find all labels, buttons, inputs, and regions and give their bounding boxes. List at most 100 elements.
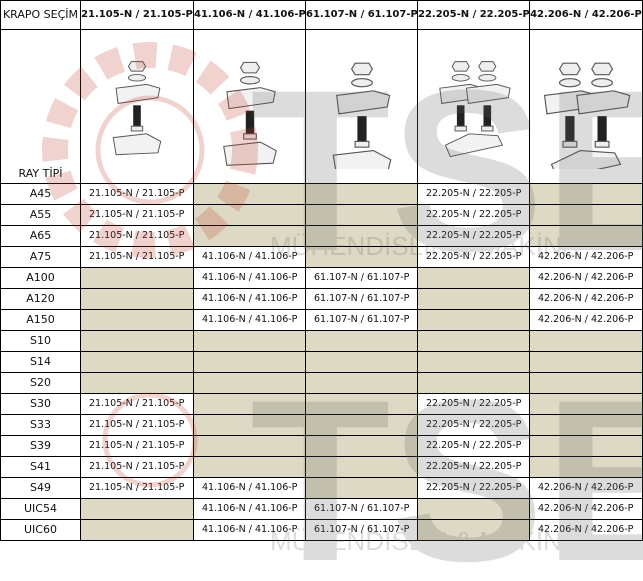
clamp-code-cell: 21.105-N / 21.105-P	[80, 183, 194, 205]
rail-type-cell: A55	[0, 204, 81, 226]
empty-cell	[529, 372, 643, 394]
table-row: S33 21.105-N / 21.105-P 22.205-N / 22.205-…	[0, 414, 643, 436]
table-row: S41 21.105-N / 21.105-P 22.205-N / 22.205-…	[0, 456, 643, 478]
table-row: A45 21.105-N / 21.105-P 22.205-N / 22.205-…	[0, 183, 643, 205]
clamp-code-cell: 22.205-N / 22.205-P	[417, 414, 530, 436]
empty-cell	[305, 414, 418, 436]
column-header: 42.206-N / 42.206-P	[529, 0, 643, 30]
empty-cell	[417, 267, 530, 289]
rail-type-cell: A65	[0, 225, 81, 247]
clamp-code-cell: 22.205-N / 22.205-P	[417, 393, 530, 415]
rail-type-cell: UIC60	[0, 519, 81, 541]
empty-cell	[417, 498, 530, 520]
empty-cell	[193, 393, 306, 415]
empty-cell	[305, 456, 418, 478]
column-header: 41.106-N / 41.106-P	[193, 0, 306, 30]
empty-cell	[305, 225, 418, 247]
table-row: S49 21.105-N / 21.105-P 41.106-N / 41.106-…	[0, 477, 643, 499]
rail-type-cell: S41	[0, 456, 81, 478]
header-row: KRAPO SEÇİM 21.105-N / 21.105-P 41.106-N…	[0, 0, 643, 30]
empty-cell	[193, 351, 306, 373]
table-row: S30 21.105-N / 21.105-P 22.205-N / 22.205-…	[0, 393, 643, 415]
table-row: A150 41.106-N / 41.106-P 61.107-N / 61.107…	[0, 309, 643, 331]
empty-cell	[305, 246, 418, 268]
clamp-image-3	[305, 29, 418, 184]
rail-type-header: RAY TİPİ	[0, 29, 81, 184]
empty-cell	[305, 435, 418, 457]
table-row: S14	[0, 351, 643, 373]
clamp-code-cell: 41.106-N / 41.106-P	[193, 288, 306, 310]
clamp-illustration	[112, 61, 162, 156]
rail-type-cell: S30	[0, 393, 81, 415]
clamp-code-cell: 22.205-N / 22.205-P	[417, 477, 530, 499]
table-row: S20	[0, 372, 643, 394]
empty-cell	[80, 498, 194, 520]
rail-type-cell: A100	[0, 267, 81, 289]
clamp-image-1	[80, 29, 194, 184]
clamp-code-cell: 42.206-N / 42.206-P	[529, 288, 643, 310]
rail-type-cell: A75	[0, 246, 81, 268]
empty-cell	[80, 519, 194, 541]
empty-cell	[417, 309, 530, 331]
rail-type-cell: S20	[0, 372, 81, 394]
empty-cell	[305, 351, 418, 373]
clamp-code-cell: 42.206-N / 42.206-P	[529, 519, 643, 541]
table-row: UIC54 41.106-N / 41.106-P 61.107-N / 61.10…	[0, 498, 643, 520]
empty-cell	[193, 435, 306, 457]
empty-cell	[417, 288, 530, 310]
clamp-illustration	[438, 61, 511, 158]
empty-cell	[80, 372, 194, 394]
table-row: S39 21.105-N / 21.105-P 22.205-N / 22.205-…	[0, 435, 643, 457]
clamp-image-4	[417, 29, 530, 184]
empty-cell	[80, 267, 194, 289]
rail-type-cell: S49	[0, 477, 81, 499]
clamp-illustration	[332, 62, 391, 169]
clamp-illustration	[222, 61, 277, 166]
clamp-code-cell: 41.106-N / 41.106-P	[193, 267, 306, 289]
rail-type-cell: S10	[0, 330, 81, 352]
empty-cell	[305, 477, 418, 499]
empty-cell	[193, 330, 306, 352]
clamp-code-cell: 21.105-N / 21.105-P	[80, 477, 194, 499]
clamp-code-cell: 22.205-N / 22.205-P	[417, 204, 530, 226]
clamp-code-cell: 61.107-N / 61.107-P	[305, 288, 418, 310]
clamp-code-cell: 21.105-N / 21.105-P	[80, 204, 194, 226]
clamp-code-cell: 61.107-N / 61.107-P	[305, 309, 418, 331]
empty-cell	[529, 435, 643, 457]
clamp-code-cell: 22.205-N / 22.205-P	[417, 246, 530, 268]
clamp-code-cell: 41.106-N / 41.106-P	[193, 477, 306, 499]
rail-type-cell: A45	[0, 183, 81, 205]
table-row: A55 21.105-N / 21.105-P 22.205-N / 22.205-…	[0, 204, 643, 226]
clamp-code-cell: 22.205-N / 22.205-P	[417, 435, 530, 457]
empty-cell	[529, 414, 643, 436]
table-row: UIC60 41.106-N / 41.106-P 61.107-N / 61.10…	[0, 519, 643, 541]
clamp-code-cell: 42.206-N / 42.206-P	[529, 309, 643, 331]
clamp-code-cell: 21.105-N / 21.105-P	[80, 225, 194, 247]
clamp-code-cell: 21.105-N / 21.105-P	[80, 435, 194, 457]
clamp-code-cell: 22.205-N / 22.205-P	[417, 456, 530, 478]
empty-cell	[417, 519, 530, 541]
clamp-code-cell: 21.105-N / 21.105-P	[80, 393, 194, 415]
empty-cell	[417, 330, 530, 352]
clamp-code-cell: 42.206-N / 42.206-P	[529, 267, 643, 289]
table-row: A100 41.106-N / 41.106-P 61.107-N / 61.107…	[0, 267, 643, 289]
clamp-image-5	[529, 29, 643, 184]
table-row: A120 41.106-N / 41.106-P 61.107-N / 61.107…	[0, 288, 643, 310]
table-row: S10	[0, 330, 643, 352]
clamp-code-cell: 21.105-N / 21.105-P	[80, 456, 194, 478]
clamp-code-cell: 61.107-N / 61.107-P	[305, 498, 418, 520]
empty-cell	[80, 288, 194, 310]
empty-cell	[529, 330, 643, 352]
empty-cell	[305, 372, 418, 394]
empty-cell	[80, 351, 194, 373]
clamp-image-2	[193, 29, 306, 184]
clamp-code-cell: 41.106-N / 41.106-P	[193, 246, 306, 268]
empty-cell	[80, 309, 194, 331]
empty-cell	[193, 225, 306, 247]
corner-header: KRAPO SEÇİM	[0, 0, 81, 30]
empty-cell	[80, 330, 194, 352]
table-row: A65 21.105-N / 21.105-P 22.205-N / 22.205-…	[0, 225, 643, 247]
clamp-code-cell: 41.106-N / 41.106-P	[193, 519, 306, 541]
rail-type-cell: A120	[0, 288, 81, 310]
clamp-illustration	[543, 62, 631, 169]
